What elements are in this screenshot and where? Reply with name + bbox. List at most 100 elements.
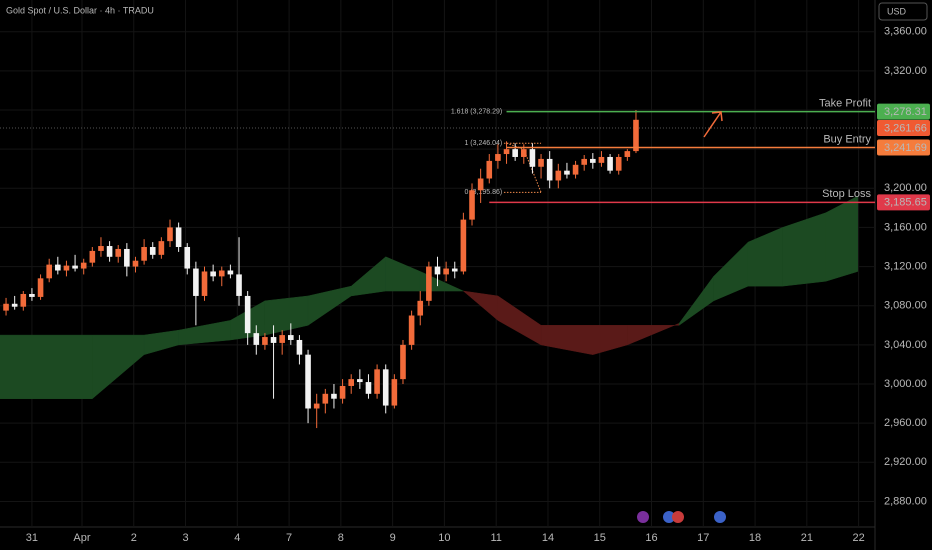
candle-body xyxy=(29,293,35,297)
y-tick-label: 3,000.00 xyxy=(884,378,927,390)
y-tick-label: 3,360.00 xyxy=(884,26,927,38)
x-tick-label: 16 xyxy=(645,532,657,544)
candle-body xyxy=(400,344,406,380)
candle-body xyxy=(357,379,363,383)
candle-body xyxy=(262,337,268,345)
arrow xyxy=(703,111,723,138)
candle-body xyxy=(106,246,113,257)
candle-body xyxy=(63,265,70,271)
x-tick-label: 2 xyxy=(131,532,137,544)
cloud-segment xyxy=(0,334,93,399)
candle-body xyxy=(313,403,320,409)
x-tick-label: 14 xyxy=(542,532,554,544)
level-name: Stop Loss xyxy=(822,188,871,200)
price-tag-label: 3,261.66 xyxy=(884,122,927,134)
candle-body xyxy=(141,247,147,261)
candle-body xyxy=(633,119,639,152)
candle-body xyxy=(529,149,536,167)
candle-body xyxy=(175,227,182,248)
candle-body xyxy=(564,170,570,175)
candle-body xyxy=(339,385,346,399)
candle-body xyxy=(244,295,251,334)
candle-body xyxy=(193,268,199,296)
x-tick-label: 11 xyxy=(490,532,501,544)
x-tick-label: 3 xyxy=(182,532,188,544)
candle-body xyxy=(469,190,475,220)
y-tick-label: 2,880.00 xyxy=(884,495,927,507)
candle-body xyxy=(503,149,510,155)
currency: USD xyxy=(887,6,907,16)
candle-body xyxy=(98,246,104,251)
candle-body xyxy=(80,262,87,269)
candle-body xyxy=(55,264,61,271)
candle-body xyxy=(572,164,579,175)
candle-body xyxy=(158,241,165,255)
candle-body xyxy=(115,248,122,257)
candle-body xyxy=(210,271,216,277)
candle-body xyxy=(512,149,518,157)
event-icon[interactable] xyxy=(663,511,675,523)
event-icon[interactable] xyxy=(637,511,649,523)
candle-body xyxy=(382,369,389,406)
candle-body xyxy=(184,247,191,269)
x-tick-label: 4 xyxy=(234,532,240,544)
price-tag xyxy=(877,194,930,211)
candle-body xyxy=(443,268,449,275)
candle-body xyxy=(555,170,562,181)
candle-body xyxy=(538,158,544,167)
price-tag xyxy=(877,139,930,156)
price-tag-label: 3,241.69 xyxy=(884,142,927,154)
candle-body xyxy=(331,393,337,399)
y-tick-label: 3,200.00 xyxy=(884,182,927,194)
candle-body xyxy=(624,151,631,157)
candle-body xyxy=(201,271,208,296)
fib-label: 0 (3,195.86) xyxy=(464,189,502,196)
x-tick-label: Apr xyxy=(73,532,90,544)
candle-body xyxy=(460,219,467,272)
x-tick-label: 18 xyxy=(749,532,761,544)
price-tag xyxy=(877,103,930,120)
candle-body xyxy=(374,369,380,394)
candle-body xyxy=(590,158,596,163)
candle-body xyxy=(434,266,441,275)
x-tick-label: 21 xyxy=(801,532,813,544)
candle-body xyxy=(348,379,355,386)
candle-body xyxy=(72,265,78,269)
candle-body xyxy=(11,303,18,307)
candle-body xyxy=(124,248,130,267)
y-tick-label: 3,040.00 xyxy=(884,339,927,351)
candle-body xyxy=(227,270,234,275)
candle-body xyxy=(236,274,242,296)
candle-body xyxy=(132,260,139,267)
y-tick-label: 3,320.00 xyxy=(884,65,927,77)
candle-body xyxy=(426,266,432,301)
candle-body xyxy=(218,270,225,277)
event-icon[interactable] xyxy=(714,511,726,523)
candle-body xyxy=(89,250,96,263)
x-tick-label: 17 xyxy=(697,532,709,544)
candle-body xyxy=(322,393,329,404)
x-tick-label: 22 xyxy=(852,532,864,544)
currency-box[interactable] xyxy=(878,2,928,21)
candle-body xyxy=(477,178,484,191)
y-tick-label: 3,160.00 xyxy=(884,221,927,233)
chart-title: Gold Spot / U.S. Dollar · 4h · TRADU xyxy=(6,5,154,15)
candle-body xyxy=(3,303,9,311)
y-tick-label: 3,120.00 xyxy=(884,260,927,272)
y-tick-label: 2,960.00 xyxy=(884,417,927,429)
candle-body xyxy=(46,264,52,279)
price-tag xyxy=(877,119,930,136)
candle-body xyxy=(167,227,173,242)
candle-body xyxy=(417,300,424,316)
level-name: Take Profit xyxy=(819,98,871,110)
y-tick-label: 3,080.00 xyxy=(884,300,927,312)
y-tick-label: 2,920.00 xyxy=(884,456,927,468)
candle-body xyxy=(270,337,277,343)
x-tick-label: 31 xyxy=(26,532,38,544)
x-tick-label: 8 xyxy=(338,532,344,544)
x-tick-label: 10 xyxy=(438,532,450,544)
event-icon[interactable] xyxy=(672,511,684,523)
candle-body xyxy=(451,268,458,272)
